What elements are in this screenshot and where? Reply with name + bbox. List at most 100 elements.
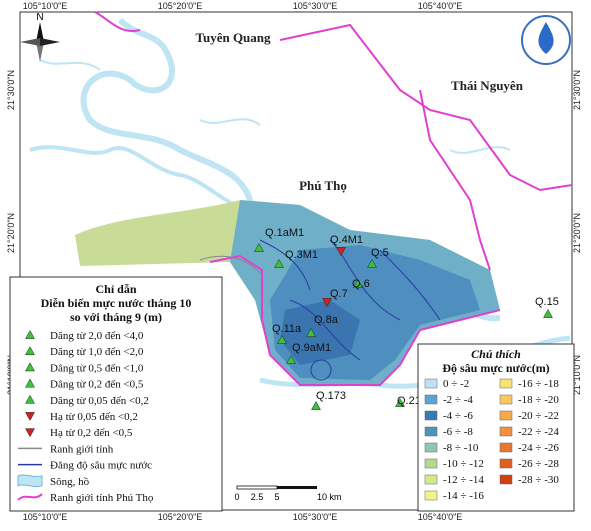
depth-swatch [499, 410, 513, 421]
station-label: Q.4M1 [330, 234, 363, 246]
depth-swatch [499, 442, 513, 453]
coordinate-label: 105°40'0"E [418, 512, 463, 522]
rise-marker [353, 278, 363, 288]
coordinate-label: 21°30'0"N [6, 70, 16, 110]
legend-label: Dâng từ 0,5 đến <1,0 [50, 362, 144, 374]
legend-subtitle: Diễn biến mực nước tháng 10 [41, 296, 192, 310]
depth-label: -12 ÷ -14 [443, 474, 484, 486]
station-label: Q.173 [316, 390, 346, 402]
coordinate-label: 21°20'0"N [572, 213, 582, 253]
scale-label: 2.5 [251, 492, 264, 502]
fall-marker [322, 298, 332, 308]
legend-label: Hạ từ 0,2 đến <0,5 [50, 427, 133, 439]
river [29, 145, 246, 212]
scale-bar: 0 2.5 5 10 km [234, 485, 342, 502]
scale-label: 5 [274, 492, 279, 502]
depth-swatch [424, 490, 438, 501]
province-label: Phú Thọ [299, 178, 347, 193]
fall-marker [336, 247, 346, 257]
depth-label: -20 ÷ -22 [518, 410, 559, 422]
depth-swatch [499, 474, 513, 485]
province-line [199, 255, 263, 276]
depth-label: -22 ÷ -24 [518, 426, 559, 438]
station-label: Q.8a [314, 314, 339, 326]
rise-marker [25, 346, 35, 356]
fall-marker [25, 428, 35, 438]
depth-legend-title: Chú thích [471, 347, 521, 361]
contour-line [310, 359, 332, 381]
rise-marker [25, 329, 35, 339]
depth-label: -28 ÷ -30 [518, 474, 559, 486]
station-label: Q.6 [352, 278, 370, 290]
north-arrow: N [20, 12, 60, 62]
depth-label: -18 ÷ -20 [518, 394, 559, 406]
depth-swatch [499, 426, 513, 437]
rise-marker [311, 400, 321, 410]
legend-label: Dâng từ 2,0 đến <4,0 [50, 330, 144, 342]
coordinate-label: 21°10'0"N [572, 355, 582, 395]
coordinate-label: 105°20'0"E [158, 1, 203, 11]
logo [521, 15, 571, 65]
depth-swatch [424, 474, 438, 485]
legend-label: Sông, hồ [50, 476, 90, 488]
rise-marker [306, 327, 316, 337]
rise-marker [254, 242, 264, 252]
depth-label: 0 ÷ -2 [443, 378, 469, 390]
depth-label: -8 ÷ -10 [443, 442, 479, 454]
station-label: Q.11a [272, 323, 302, 335]
phu-tho-boundary [209, 89, 501, 386]
rise-marker [286, 354, 296, 364]
rise-marker [395, 397, 405, 407]
station-label: Q.21 [397, 395, 421, 407]
scale-label: 0 [234, 492, 239, 502]
north-label: N [36, 12, 43, 23]
fall-marker [25, 412, 35, 422]
depth-label: -4 ÷ -6 [443, 410, 473, 422]
map-frame [19, 11, 573, 511]
depth-label: -24 ÷ -26 [518, 442, 559, 454]
legend: Chỉ dẫn Diễn biến mực nước tháng 10 so v… [9, 276, 223, 512]
depth-swatch [499, 458, 513, 469]
depth-label: -2 ÷ -4 [443, 394, 473, 406]
legend-symbol [17, 493, 43, 501]
depth-swatch [424, 458, 438, 469]
coordinate-label: 105°10'0"E [23, 1, 68, 11]
legend-label: Ranh giới tỉnh [50, 443, 114, 455]
depth-label: -10 ÷ -12 [443, 458, 484, 470]
coordinate-label: 105°30'0"E [293, 1, 338, 11]
depth-swatch [499, 378, 513, 389]
coordinate-label: 105°40'0"E [418, 1, 463, 11]
depth-legend-subtitle: Độ sâu mực nước(m) [442, 361, 549, 375]
legend-symbol [17, 474, 43, 488]
rise-marker [367, 258, 377, 268]
coordinate-label: 105°20'0"E [158, 512, 203, 522]
depth-zone [280, 300, 360, 365]
station-label: Q.7 [330, 288, 348, 300]
legend-label: Dâng từ 0,2 đến <0,5 [50, 379, 144, 391]
coordinate-label: 105°30'0"E [293, 512, 338, 522]
depth-swatch [424, 394, 438, 405]
depth-swatch [424, 442, 438, 453]
station-label: Q.9aM1 [292, 342, 331, 354]
depth-label: -14 ÷ -16 [443, 490, 484, 502]
legend-label: Đăng độ sâu mực nước [50, 460, 152, 472]
province-label: Tuyên Quang [195, 30, 271, 45]
rise-marker [25, 362, 35, 372]
rise-marker [274, 258, 284, 268]
station-label: Q.3M1 [285, 249, 318, 261]
legend-label: Dâng từ 1,0 đến <2,0 [50, 346, 144, 358]
stream [39, 59, 511, 154]
rise-marker [543, 308, 553, 318]
legend-label: Dâng từ 0,05 đến <0,2 [50, 395, 149, 407]
depth-label: -6 ÷ -8 [443, 426, 473, 438]
depth-swatch [424, 378, 438, 389]
legend-title: Chỉ dẫn [95, 282, 136, 296]
rise-marker [25, 394, 35, 404]
depth-legend: Chú thích Độ sâu mực nước(m) 0 ÷ -2 -2 ÷ … [417, 343, 575, 512]
station-label: Q.5 [371, 247, 389, 259]
scale-label: 10 km [317, 492, 342, 502]
depth-label: -16 ÷ -18 [518, 378, 559, 390]
station-label: Q.1aM1 [265, 227, 304, 239]
depth-swatch [424, 426, 438, 437]
